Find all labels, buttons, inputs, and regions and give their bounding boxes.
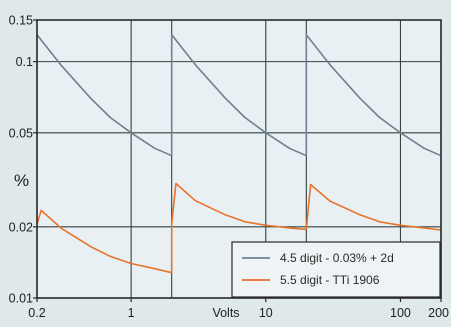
- y-tick-label-3: 0.1: [16, 55, 33, 69]
- series-1-line-segment-2: [305, 183, 442, 231]
- y-tick-label-1: 0.02: [9, 220, 33, 234]
- x-tick-label-2: 10: [259, 306, 273, 320]
- legend: 4.5 digit - 0.03% + 2d 5.5 digit - TTi 19…: [231, 241, 441, 298]
- x-tick-label-1: 1: [128, 306, 135, 320]
- y-tick-label-0: 0.01: [9, 292, 33, 306]
- series-0-line-segment-2: [305, 33, 442, 157]
- legend-box: [231, 241, 441, 298]
- series-1-line-segment-1: [170, 182, 307, 273]
- x-tick-label-3: 100: [390, 306, 411, 320]
- series-layer: [36, 33, 442, 274]
- series-0-line-segment-0: [36, 34, 173, 157]
- ticks-layer: 0.01 0.02 0.05 0.1 0.15 0.2 1 10 100 200: [9, 14, 449, 321]
- y-tick-label-4: 0.15: [9, 14, 33, 28]
- y-axis-label: %: [14, 171, 29, 190]
- series-0-line-segment-1: [170, 33, 307, 157]
- series-1-line-segment-0: [36, 209, 172, 274]
- x-axis-label: Volts: [212, 306, 239, 320]
- plot-frame: [36, 19, 442, 299]
- x-tick-label-4: 200: [428, 306, 449, 320]
- x-tick-label-0: 0.2: [28, 306, 45, 320]
- legend-label-1: 5.5 digit - TTi 1906: [280, 273, 380, 287]
- legend-label-0: 4.5 digit - 0.03% + 2d: [280, 251, 394, 265]
- y-tick-label-2: 0.05: [9, 126, 33, 140]
